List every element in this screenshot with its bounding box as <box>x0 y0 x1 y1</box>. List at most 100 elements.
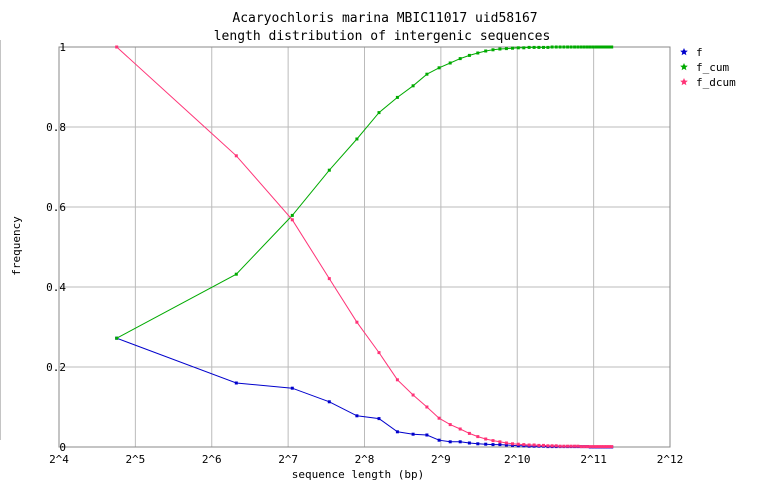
data-point-f_cum <box>437 66 441 70</box>
legend: f f_cum f_dcum <box>680 46 736 89</box>
legend-item-f: f <box>680 46 703 59</box>
data-point-f_cum <box>115 336 119 340</box>
data-point-f_dcum <box>582 445 586 449</box>
data-point-f_cum <box>355 137 359 141</box>
x-tick-label: 2^10 <box>504 453 531 466</box>
data-point-f <box>491 443 495 447</box>
data-point-f_dcum <box>355 320 359 324</box>
data-point-f_dcum <box>537 443 541 447</box>
data-point-f_dcum <box>579 445 583 449</box>
data-point-f_dcum <box>504 441 508 445</box>
legend-marker-f_cum <box>680 63 688 71</box>
data-point-f_dcum <box>511 442 514 446</box>
data-point-f_dcum <box>607 445 611 449</box>
data-point-f_dcum <box>550 444 554 448</box>
y-axis-label: frequency <box>10 216 23 276</box>
x-tick-label: 2^7 <box>278 453 298 466</box>
data-point-f_cum <box>458 57 462 61</box>
data-point-f <box>476 442 480 446</box>
data-point-f_dcum <box>516 442 520 446</box>
data-point-f_cum <box>327 168 331 172</box>
tick-labels: 2^4 2^5 2^6 2^7 2^8 2^9 2^10 2^11 2^12 0 0.2 0.4 0.6… <box>46 41 683 466</box>
data-point-f_cum <box>597 45 601 49</box>
data-point-f_cum <box>542 45 545 49</box>
data-point-f_cum <box>234 272 238 276</box>
data-point-f_cum <box>527 45 531 49</box>
data-point-f_dcum <box>476 435 480 439</box>
legend-label-f: f <box>696 46 703 59</box>
data-point-f_dcum <box>234 154 238 158</box>
legend-item-f_dcum: f_dcum <box>680 76 736 89</box>
data-point-f_cum <box>554 45 558 49</box>
data-point-f_dcum <box>597 445 601 449</box>
legend-marker-f_dcum <box>680 78 688 86</box>
y-tick-label: 0.8 <box>46 121 66 134</box>
data-point-f_dcum <box>562 444 566 448</box>
data-point-f_cum <box>377 111 381 115</box>
data-point-f_dcum <box>327 277 331 281</box>
data-point-f_cum <box>585 45 589 49</box>
data-point-f <box>448 440 452 444</box>
data-point-f_cum <box>522 46 526 50</box>
data-point-f_cum <box>573 45 577 49</box>
data-point-f_dcum <box>542 443 545 447</box>
data-point-f_dcum <box>467 431 471 435</box>
data-point-f_cum <box>290 213 294 217</box>
data-point-f <box>234 381 238 385</box>
x-tick-label: 2^5 <box>125 453 145 466</box>
data-point-f_dcum <box>395 378 399 382</box>
data-point-f <box>425 433 429 437</box>
data-point-f_cum <box>605 45 609 49</box>
data-point-f_dcum <box>532 443 536 447</box>
data-point-f_dcum <box>585 445 589 449</box>
data-point-f_cum <box>546 45 550 49</box>
data-point-f_dcum <box>591 445 595 449</box>
x-axis-label: sequence length (bp) <box>292 468 424 481</box>
data-point-f_cum <box>594 45 598 49</box>
x-tick-label: 2^12 <box>657 453 684 466</box>
data-point-f_cum <box>610 45 614 49</box>
data-point-f_cum <box>467 53 471 57</box>
x-tick-label: 2^6 <box>202 453 222 466</box>
data-point-f <box>355 414 359 418</box>
data-point-f_dcum <box>377 351 381 355</box>
data-point-f_cum <box>600 45 603 49</box>
data-point-f_dcum <box>411 393 415 397</box>
data-point-f <box>411 432 415 436</box>
y-tick-label: 0.6 <box>46 201 66 214</box>
legend-item-f_cum: f_cum <box>680 61 729 74</box>
legend-label-f_dcum: f_dcum <box>696 76 736 89</box>
data-point-f_dcum <box>484 437 488 441</box>
data-point-f_dcum <box>527 443 531 447</box>
data-point-f_dcum <box>448 423 452 427</box>
data-point-f_dcum <box>425 405 429 409</box>
chart-title: Acaryochloris marina MBIC11017 uid58167 <box>232 11 537 26</box>
data-point-f_cum <box>537 45 541 49</box>
grid <box>59 47 670 447</box>
y-tick-label: 0 <box>59 441 66 454</box>
data-point-f_cum <box>576 45 580 49</box>
data-point-f_cum <box>476 51 480 55</box>
data-point-f_cum <box>591 45 595 49</box>
data-point-f_dcum <box>566 444 570 448</box>
series-layer <box>115 45 614 449</box>
data-point-f_cum <box>395 95 399 99</box>
data-point-f_dcum <box>600 445 603 449</box>
data-point-f_dcum <box>437 416 441 420</box>
y-tick-label: 1 <box>59 41 66 54</box>
data-point-f_dcum <box>491 439 495 443</box>
data-point-f_dcum <box>610 445 614 449</box>
data-point-f_cum <box>569 45 573 49</box>
data-point-f_cum <box>558 45 562 49</box>
legend-label-f_cum: f_cum <box>696 61 729 74</box>
data-point-f_dcum <box>558 444 562 448</box>
data-point-f <box>516 444 520 448</box>
data-point-f <box>467 441 471 445</box>
data-point-f_dcum <box>458 427 462 431</box>
data-point-f_dcum <box>115 45 119 49</box>
data-point-f_dcum <box>546 444 550 448</box>
data-point-f_cum <box>562 45 566 49</box>
data-point-f_cum <box>588 45 592 49</box>
data-point-f_cum <box>448 61 452 65</box>
y-tick-label: 0.2 <box>46 361 66 374</box>
